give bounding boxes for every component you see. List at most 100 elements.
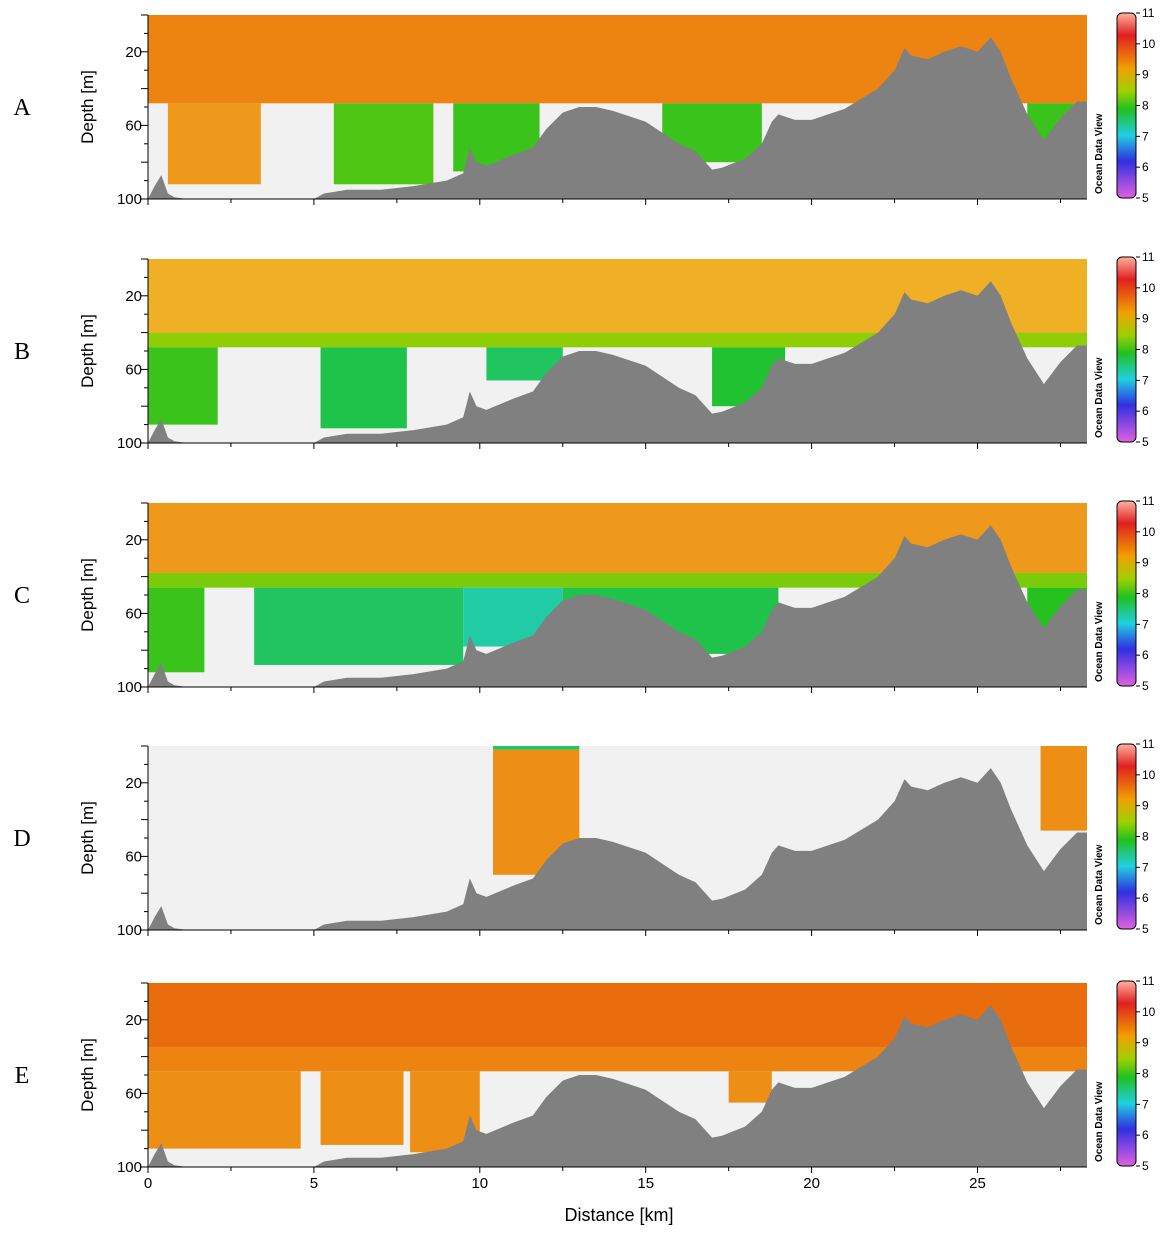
y-axis-label: Depth [m] (78, 801, 97, 875)
bathymetry (148, 768, 1087, 930)
x-tick-label: 20 (803, 1175, 820, 1192)
colorbar-tick-label: 7 (1142, 1097, 1149, 1111)
colorbar-tick-label: 11 (1142, 737, 1155, 751)
colorbar-tick-label: 9 (1142, 1036, 1149, 1050)
colorbar (1116, 500, 1137, 687)
water-mass-cell (254, 587, 464, 665)
y-tick-label: 60 (125, 1085, 142, 1102)
y-tick-label: 100 (117, 191, 142, 208)
panel-letter: B (14, 339, 30, 365)
x-tick-label: 15 (637, 1175, 654, 1192)
colorbar (1116, 12, 1137, 199)
water-mass-cell (320, 1071, 404, 1145)
colorbar-tick-label: 8 (1142, 343, 1149, 357)
colorbar-tick-label: 8 (1142, 587, 1149, 601)
colorbar-tick-label: 10 (1142, 1005, 1156, 1019)
odv-label: Ocean Data View (1094, 357, 1105, 438)
y-axis-label: Depth [m] (78, 70, 97, 144)
colorbar-tick-label: 7 (1142, 129, 1149, 143)
y-tick-label: 20 (125, 288, 142, 305)
y-axis-label: Depth [m] (78, 314, 97, 388)
colorbar-tick-label: 6 (1142, 648, 1149, 662)
colorbar-tick-label: 10 (1142, 768, 1156, 782)
panel-d: 20 60 100 Depth [m] D Ocean Data View 11 10 9 8 7 6… (13, 737, 1155, 939)
colorbar-tick-label: 9 (1142, 556, 1149, 570)
colorbar-tick-label: 7 (1142, 373, 1149, 387)
colorbar-tick-label: 6 (1142, 891, 1149, 905)
x-tick-label: 25 (969, 1175, 986, 1192)
y-tick-label: 20 (125, 775, 142, 792)
y-tick-label: 100 (117, 435, 142, 452)
colorbar-tick-label: 10 (1142, 525, 1156, 539)
water-mass-cell (148, 347, 218, 425)
bathymetry (148, 1005, 1087, 1167)
y-tick-label: 20 (125, 44, 142, 61)
colorbar-tick-label: 5 (1142, 1159, 1149, 1173)
colorbar-tick-label: 11 (1142, 250, 1155, 264)
y-tick-label: 100 (117, 679, 142, 696)
x-axis-label: Distance [km] (564, 1205, 673, 1225)
colorbar-tick-label: 6 (1142, 160, 1149, 174)
colorbar-tick-label: 5 (1142, 191, 1149, 205)
water-mass-cell (148, 1047, 1087, 1072)
odv-label: Ocean Data View (1094, 1081, 1105, 1162)
water-mass-cell (148, 587, 205, 673)
water-mass-cell (1040, 746, 1087, 831)
colorbar-tick-label: 11 (1142, 974, 1155, 988)
water-mass-cell (148, 1071, 301, 1149)
y-tick-label: 100 (117, 1159, 142, 1176)
odv-label: Ocean Data View (1094, 113, 1105, 194)
colorbar-tick-label: 6 (1142, 404, 1149, 418)
panel-c: 20 60 100 Depth [m] C Ocean Data View 11 10 9 8 7 6… (14, 494, 1156, 696)
water-mass-cell (493, 746, 580, 750)
panel-b: 20 60 100 Depth [m] B Ocean Data View 11 10 9 8 7 6… (14, 250, 1156, 452)
x-tick-label: 0 (144, 1175, 152, 1192)
colorbar-tick-label: 7 (1142, 617, 1149, 631)
y-tick-label: 20 (125, 1012, 142, 1029)
colorbar-tick-label: 9 (1142, 799, 1149, 813)
water-mass-cell (333, 103, 434, 185)
colorbar-tick-label: 8 (1142, 1067, 1149, 1081)
colorbar-tick-label: 5 (1142, 435, 1149, 449)
bathymetry (148, 37, 1087, 199)
colorbar-tick-label: 8 (1142, 99, 1149, 113)
colorbar-tick-label: 9 (1142, 312, 1149, 326)
y-tick-label: 20 (125, 532, 142, 549)
colorbar-tick-label: 5 (1142, 679, 1149, 693)
odv-label: Ocean Data View (1094, 601, 1105, 682)
colorbar-tick-label: 7 (1142, 860, 1149, 874)
colorbar-tick-label: 11 (1142, 494, 1155, 508)
panel-letter: A (13, 95, 31, 121)
colorbar (1116, 743, 1137, 930)
y-tick-label: 100 (117, 922, 142, 939)
x-tick-label: 10 (471, 1175, 488, 1192)
y-axis-label: Depth [m] (78, 558, 97, 632)
y-tick-label: 60 (125, 848, 142, 865)
panel-letter: D (13, 826, 30, 852)
colorbar (1116, 980, 1137, 1167)
water-mass-cell (728, 1071, 772, 1103)
colorbar-tick-label: 11 (1142, 6, 1155, 20)
y-axis-label: Depth [m] (78, 1038, 97, 1112)
colorbar-tick-label: 5 (1142, 922, 1149, 936)
water-mass-cell (148, 332, 1087, 348)
panel-a: 20 60 100 Depth [m] A Ocean Data View 11 10 9 8 7 6… (13, 6, 1155, 208)
colorbar-tick-label: 10 (1142, 281, 1156, 295)
bathymetry (148, 281, 1087, 443)
water-mass-cell (167, 103, 261, 185)
colorbar (1116, 256, 1137, 443)
x-tick-label: 5 (310, 1175, 318, 1192)
colorbar-tick-label: 10 (1142, 37, 1156, 51)
colorbar-tick-label: 6 (1142, 1128, 1149, 1142)
panel-letter: E (15, 1063, 30, 1089)
colorbar-tick-label: 8 (1142, 830, 1149, 844)
y-tick-label: 60 (125, 117, 142, 134)
water-mass-cell (148, 572, 1087, 588)
bathymetry (148, 525, 1087, 687)
panel-letter: C (14, 583, 30, 609)
y-tick-label: 60 (125, 605, 142, 622)
y-tick-label: 60 (125, 361, 142, 378)
colorbar-tick-label: 9 (1142, 68, 1149, 82)
